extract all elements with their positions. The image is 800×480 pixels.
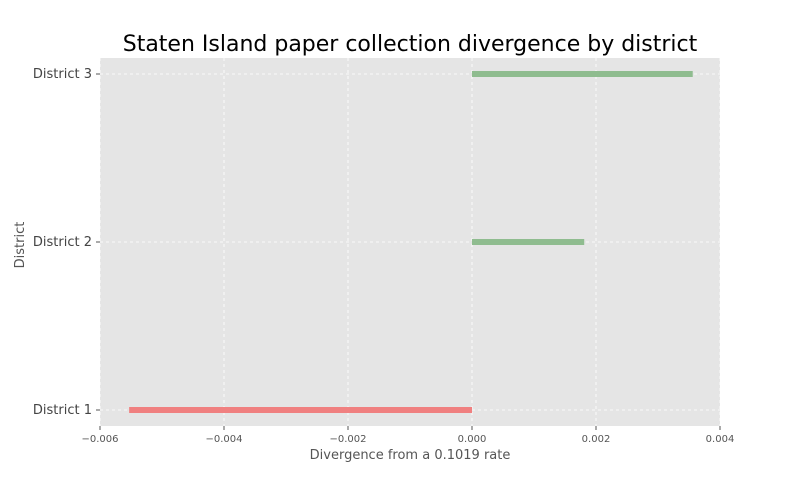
bars <box>129 71 693 413</box>
chart-title: Staten Island paper collection divergenc… <box>123 32 698 57</box>
y-tick-label: District 2 <box>33 235 92 250</box>
x-tick-label: −0.004 <box>205 434 242 445</box>
y-tick-label: District 1 <box>33 403 92 418</box>
x-tick-label: 0.004 <box>706 434 735 445</box>
x-tick-label: −0.006 <box>81 434 118 445</box>
x-axis-label: Divergence from a 0.1019 rate <box>310 448 511 463</box>
y-axis-label: District <box>13 222 28 269</box>
x-tick-label: 0.002 <box>582 434 611 445</box>
x-tick-label: −0.002 <box>329 434 366 445</box>
y-tick-label: District 3 <box>33 67 92 82</box>
x-tick-label: 0.000 <box>458 434 487 445</box>
y-ticks: District 1 District 2 District 3 <box>33 67 100 418</box>
x-ticks: −0.006 −0.004 −0.002 0.000 0.002 0.004 <box>81 426 734 445</box>
